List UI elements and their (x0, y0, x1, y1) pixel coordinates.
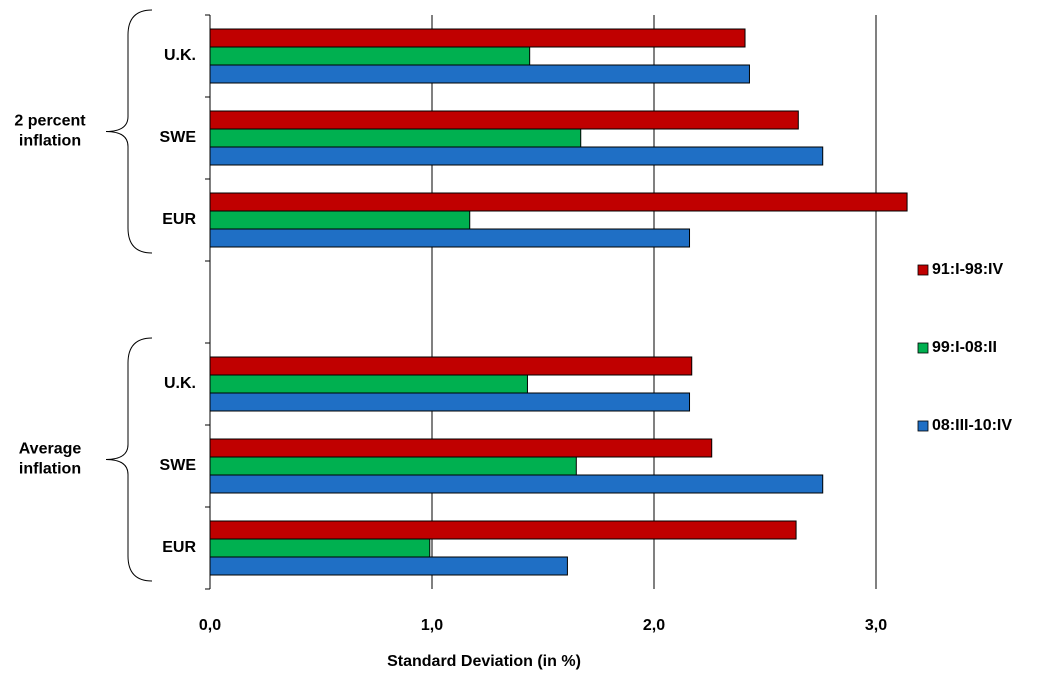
y-tick-label: U.K. (164, 47, 196, 64)
legend-swatch (917, 264, 929, 276)
legend-label: 91:I-98:IV (932, 261, 1003, 278)
bar (209, 538, 431, 558)
bar (209, 146, 824, 166)
legend-label: 08:III-10:IV (932, 417, 1012, 434)
group-label: Average (19, 441, 82, 458)
bar (209, 210, 471, 230)
group-label: inflation (19, 461, 81, 478)
bar (209, 46, 531, 66)
legend-label: 99:I-08:II (932, 339, 997, 356)
bar (209, 128, 582, 148)
bar (209, 520, 797, 540)
bar (209, 228, 691, 248)
bar (209, 356, 693, 376)
bar (209, 28, 746, 48)
x-axis-title: Standard Deviation (in %) (387, 653, 581, 670)
bar (209, 474, 824, 494)
x-tick-label: 0,0 (199, 617, 221, 634)
bar (209, 64, 750, 84)
group-label: inflation (19, 133, 81, 150)
y-tick-label: SWE (160, 457, 197, 474)
bar (209, 438, 713, 458)
bar (209, 374, 528, 394)
bar (209, 392, 691, 412)
group-label: 2 percent (14, 113, 86, 130)
y-tick-label: SWE (160, 129, 197, 146)
x-tick-label: 2,0 (643, 617, 665, 634)
x-tick-label: 3,0 (865, 617, 887, 634)
y-tick-label: EUR (162, 539, 196, 556)
group-brace (105, 337, 153, 582)
bar (209, 110, 799, 130)
legend-swatch (917, 420, 929, 432)
legend-swatch (917, 342, 929, 354)
bar (209, 556, 568, 576)
y-tick-label: U.K. (164, 375, 196, 392)
y-tick-label: EUR (162, 211, 196, 228)
x-tick-label: 1,0 (421, 617, 443, 634)
bar (209, 192, 908, 212)
bar (209, 456, 577, 476)
group-brace (105, 9, 153, 254)
